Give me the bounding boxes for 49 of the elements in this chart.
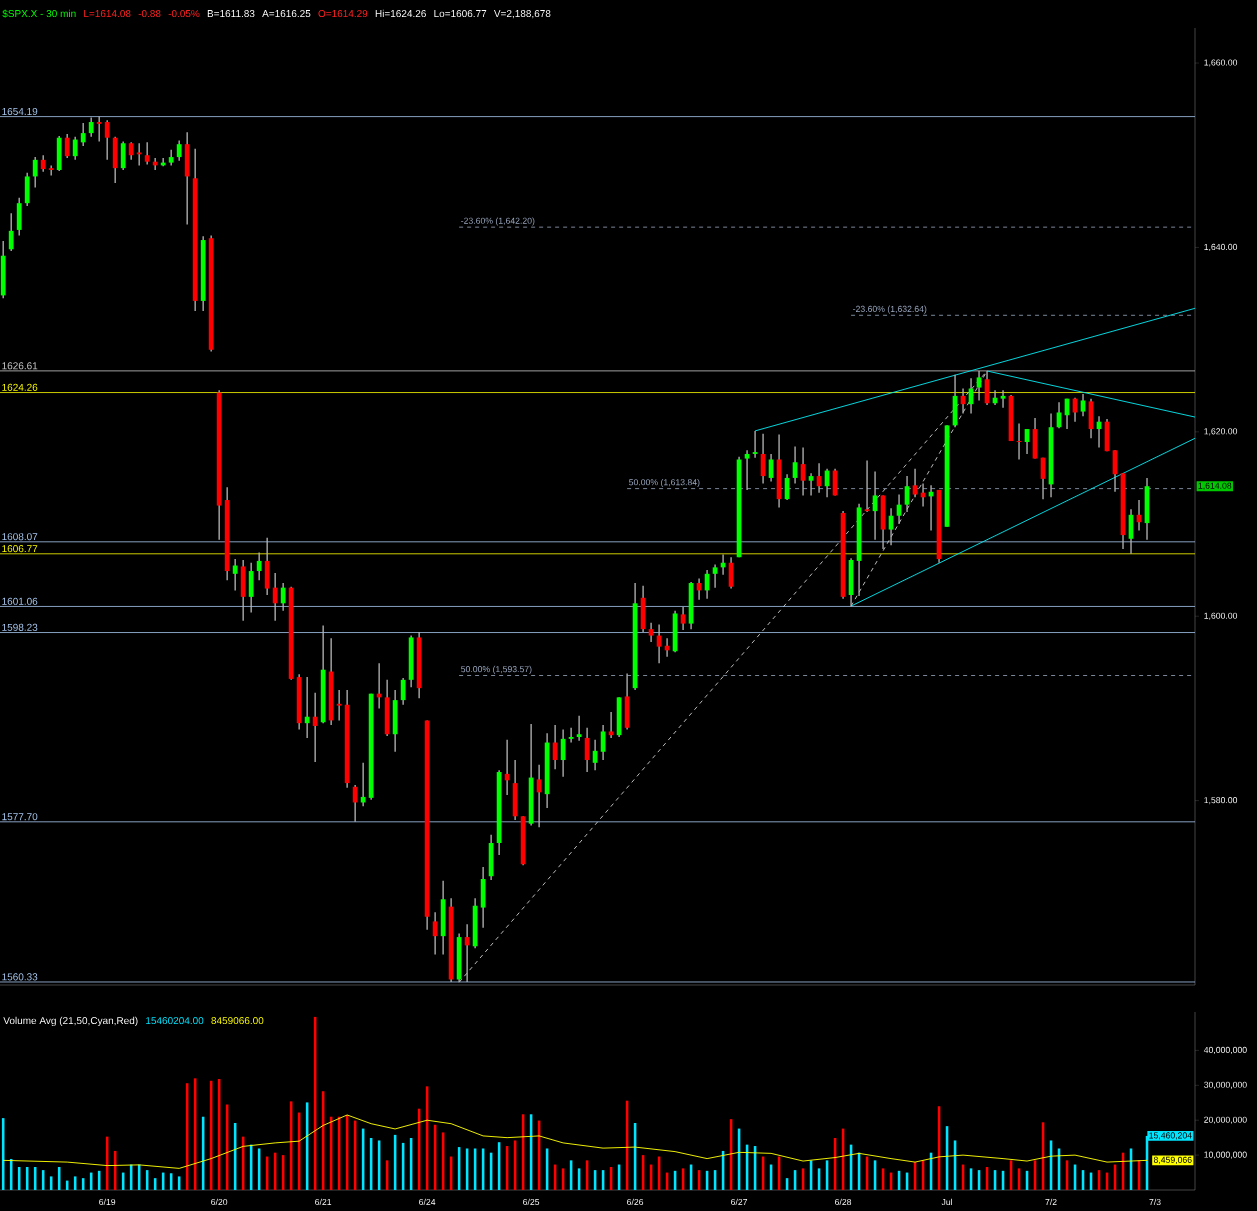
ref-line-label: 1624.26 (2, 383, 38, 391)
ref-line-label: 1608.07 (2, 533, 38, 541)
y-tick-label: 1,600.00 (1204, 612, 1238, 620)
x-tick-label: Jul (941, 1198, 952, 1206)
text: O=1614.29 (318, 10, 368, 18)
text: -0.05% (168, 10, 200, 18)
x-tick-label: 6/28 (835, 1198, 852, 1206)
y-tick-label: 1,660.00 (1204, 59, 1238, 67)
text: Hi=1624.26 (375, 9, 426, 18)
ref-line-label: 1601.06 (2, 597, 38, 605)
annotation: 15,460,204 (1149, 1132, 1192, 1140)
ref-line-label: -23.60% (1,632.64) (853, 305, 927, 314)
ref-line-label: 1560.33 (2, 973, 38, 981)
chart-title: $SPX.X - 30 min (2, 9, 76, 18)
annotation: 8459066.00 (211, 1017, 264, 1025)
y-tick-label: 1,580.00 (1204, 797, 1238, 805)
x-tick-label: 6/19 (99, 1198, 116, 1206)
x-tick-label: 6/20 (211, 1198, 228, 1206)
ref-line-label: -23.60% (1,642.20) (461, 217, 535, 226)
text: 1,614.08 (1198, 482, 1232, 490)
ref-line-label: 1606.77 (2, 545, 38, 553)
x-tick-label: 6/25 (523, 1198, 540, 1206)
y-tick-label: 20,000,000 (1204, 1116, 1247, 1124)
ref-line-label: 50.00% (1,613.84) (629, 478, 700, 488)
x-tick-label: 6/21 (315, 1198, 332, 1206)
ref-line-label: 1654.19 (2, 107, 38, 116)
annotation: 15460204.00 (146, 1017, 204, 1025)
text: V=2,188,678 (493, 10, 551, 19)
x-tick-label: 7/3 (1149, 1198, 1161, 1206)
y-tick-label: 10,000,000 (1204, 1151, 1247, 1159)
ref-line-label: 50.00% (1,593.57) (461, 665, 532, 674)
text: Lo=1606.77 (434, 10, 487, 18)
text: B=1611.83 (207, 10, 255, 18)
x-tick-label: 7/2 (1045, 1198, 1057, 1206)
y-tick-label: 30,000,000 (1204, 1081, 1247, 1089)
text: A=1616.25 (262, 10, 311, 18)
x-tick-label: 6/26 (627, 1198, 644, 1206)
x-tick-label: 6/24 (419, 1198, 436, 1206)
text: -0.88 (138, 10, 161, 18)
chart-title: Volume Avg (21,50,Cyan,Red) (3, 1016, 138, 1027)
ref-line-label: 1577.70 (2, 813, 38, 821)
y-tick-label: 40,000,000 (1203, 1046, 1247, 1054)
text: L=1614.08 (84, 10, 131, 18)
ref-line-label: 1598.23 (2, 623, 38, 631)
y-tick-label: 1,620.00 (1204, 428, 1238, 436)
annotation: 8,459,066 (1153, 1156, 1192, 1164)
y-tick-label: 1,640.00 (1204, 243, 1238, 252)
x-tick-label: 6/27 (731, 1198, 748, 1206)
ref-line-label: 1626.61 (2, 362, 38, 370)
